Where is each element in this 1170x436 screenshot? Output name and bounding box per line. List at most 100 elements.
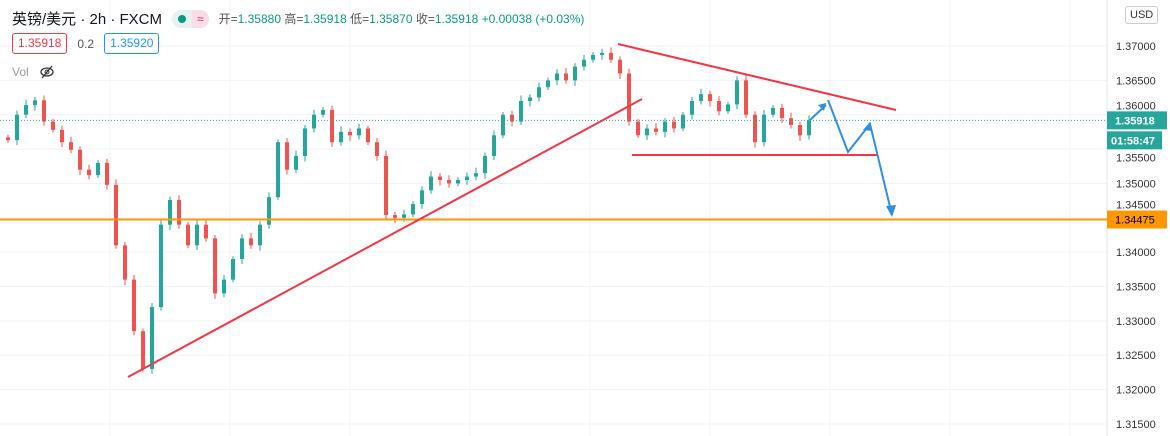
candle-body xyxy=(69,142,73,150)
candle-body xyxy=(87,169,91,176)
candle-body xyxy=(456,180,460,184)
candle-body xyxy=(402,214,406,218)
candle-body xyxy=(564,73,568,81)
price-tick-label: 1.34000 xyxy=(1116,247,1156,259)
candle-body xyxy=(132,279,136,332)
countdown-badge xyxy=(1107,131,1162,150)
candle-body xyxy=(654,128,658,132)
price-tick-label: 1.35500 xyxy=(1116,152,1156,164)
currency-button[interactable]: USD xyxy=(1125,6,1159,24)
uptrend-line xyxy=(127,98,643,378)
descending-resistance-line xyxy=(617,43,897,111)
candle-body xyxy=(519,100,523,122)
candle-body xyxy=(609,52,613,60)
candle-body xyxy=(366,128,370,143)
countdown-label: 01:58:47 xyxy=(1111,135,1155,147)
candle-body xyxy=(96,162,100,176)
candle-body xyxy=(600,52,604,55)
candle-body xyxy=(276,142,280,198)
candle-body xyxy=(789,118,793,126)
symbol-title[interactable]: 英镑/美元 · 2h · FXCM xyxy=(12,11,163,28)
candle-body xyxy=(384,155,388,216)
price-tick-label: 1.34500 xyxy=(1116,200,1156,212)
candle-body xyxy=(537,87,541,98)
candle-body xyxy=(186,224,190,246)
candle-body xyxy=(168,199,172,225)
candle-body xyxy=(42,100,46,122)
candle-body xyxy=(213,238,217,294)
candle-body xyxy=(582,59,586,67)
candle-body xyxy=(348,131,352,136)
price-tick-label: 1.36000 xyxy=(1116,100,1156,112)
ohlc-values: 开=1.35880 高=1.35918 低=1.35870 收=1.35918 … xyxy=(218,12,585,26)
candle-body xyxy=(159,224,163,308)
volume-indicator: Vol xyxy=(12,65,55,79)
legend-header: 英镑/美元 · 2h · FXCM ≈ 开=1.35880 高=1.35918 … xyxy=(12,8,584,29)
candle-body xyxy=(690,100,694,115)
wave-icon: ≈ xyxy=(192,9,209,28)
candle-body xyxy=(438,176,442,181)
buy-button[interactable]: 1.35920 xyxy=(104,33,160,54)
candle-body xyxy=(681,114,685,129)
last-price-label: 1.35918 xyxy=(1115,115,1155,127)
candle-body xyxy=(447,180,451,184)
candle-body xyxy=(636,121,640,136)
candle-body xyxy=(195,224,199,246)
eye-off-icon[interactable] xyxy=(39,65,55,79)
price-tick-label: 1.32500 xyxy=(1116,350,1156,362)
candle-body xyxy=(528,97,532,101)
candle-body xyxy=(555,73,559,81)
candle-body xyxy=(807,120,811,136)
price-tick-label: 1.32000 xyxy=(1116,385,1156,397)
price-tick-label: 1.37000 xyxy=(1116,41,1156,53)
candle-body xyxy=(330,109,334,143)
candle-body xyxy=(150,307,154,369)
price-tick-label: 1.36500 xyxy=(1116,75,1156,87)
arrow-head-icon xyxy=(886,205,896,217)
candle-body xyxy=(105,162,109,185)
quote-row: 1.35918 0.2 1.35920 xyxy=(12,33,160,54)
candle-body xyxy=(420,190,424,205)
candle-body xyxy=(492,135,496,156)
candle-body xyxy=(321,109,325,115)
candle-body xyxy=(672,121,676,129)
candle-body xyxy=(546,80,550,88)
candle-body xyxy=(663,121,667,132)
candle-body xyxy=(618,59,622,74)
candle-body xyxy=(258,224,262,246)
candle-body xyxy=(798,125,802,136)
candle-body xyxy=(24,105,28,115)
spread: 0.2 xyxy=(77,36,95,51)
price-tick-label: 1.33500 xyxy=(1116,282,1156,294)
candle-body xyxy=(267,197,271,225)
market-open-icon xyxy=(178,14,187,23)
support-price-label: 1.34475 xyxy=(1115,215,1155,227)
candle-body xyxy=(762,114,766,143)
candle-body xyxy=(429,176,433,191)
sell-button[interactable]: 1.35918 xyxy=(12,33,68,54)
candle-body xyxy=(510,114,514,122)
candle-body xyxy=(51,121,55,130)
candle-body xyxy=(465,176,469,181)
candle-body xyxy=(753,114,757,143)
candle-body xyxy=(312,114,316,129)
candle-body xyxy=(231,259,235,280)
candle-body xyxy=(177,199,181,225)
candle-body xyxy=(411,204,415,215)
candle-body xyxy=(357,128,361,136)
candle-body xyxy=(339,131,343,143)
candle-body xyxy=(744,80,748,115)
candle-body xyxy=(483,155,487,174)
candle-body xyxy=(717,100,721,112)
candle-body xyxy=(285,142,289,170)
candle-body xyxy=(60,129,64,143)
candle-body xyxy=(708,94,712,101)
projection-arrow xyxy=(827,99,893,216)
market-status[interactable]: ≈ xyxy=(172,9,209,28)
vol-label: Vol xyxy=(12,65,29,79)
candle-body xyxy=(114,184,118,246)
arrow-head-icon xyxy=(818,103,826,111)
candle-body xyxy=(735,80,739,105)
candle-body xyxy=(474,173,478,177)
